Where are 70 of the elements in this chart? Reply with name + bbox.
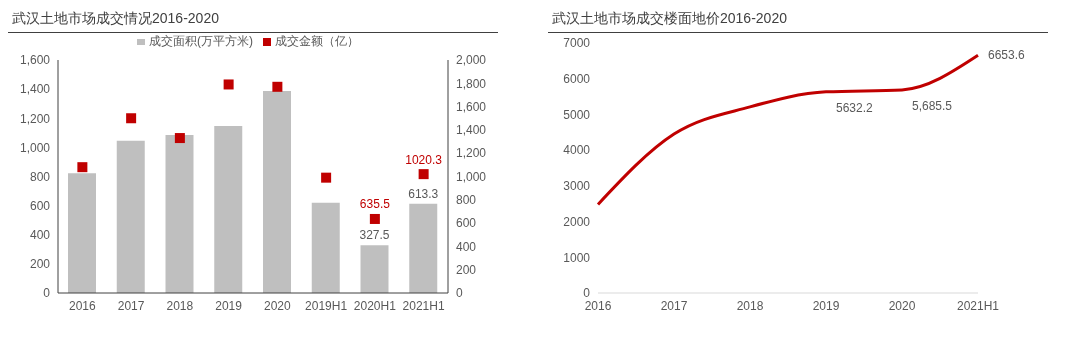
y-tick-label: 1,200 (19, 111, 51, 126)
point (369, 213, 380, 224)
y-tick-label: 5000 (563, 107, 591, 122)
x-tick-label: 2018 (166, 298, 194, 313)
y-tick-label: 1,600 (19, 53, 51, 68)
y-tick-label: 800 (29, 169, 51, 184)
bar (360, 245, 389, 293)
point (223, 79, 234, 90)
bar (263, 91, 291, 293)
y-tick-label: 600 (29, 198, 51, 213)
data-label: 1020.3 (405, 152, 443, 167)
y2-tick-label: 1,400 (456, 123, 487, 138)
y-tick-label: 1,400 (19, 82, 51, 97)
data-label: 635.5 (359, 197, 391, 212)
legend-label: 成交金额（亿） (275, 34, 359, 48)
x-tick-label: 2021H1 (402, 298, 445, 313)
point (418, 169, 429, 180)
x-tick-label: 2017 (117, 298, 145, 313)
data-label: 5632.2 (836, 100, 874, 115)
x-tick-label: 2016 (584, 298, 612, 313)
y2-tick-label: 0 (456, 286, 463, 301)
y-tick-label: 6000 (563, 71, 591, 86)
y-tick-label: 1,000 (19, 140, 51, 155)
point (126, 113, 137, 124)
x-tick-label: 2018 (736, 298, 764, 313)
bar (116, 140, 145, 293)
y2-tick-label: 1,800 (456, 76, 487, 91)
point (174, 133, 185, 144)
bar (311, 202, 340, 293)
point (321, 172, 332, 183)
y-tick-label: 2000 (563, 214, 591, 229)
data-label: 327.5 (359, 228, 390, 243)
data-label: 6653.6 (988, 48, 1026, 63)
legend-label: 成交面积(万平方米) (149, 34, 253, 48)
y-tick-label: 0 (583, 286, 591, 301)
bar (409, 203, 438, 293)
y2-tick-label: 200 (456, 262, 477, 277)
y2-tick-label: 800 (456, 193, 477, 208)
chart-title: 武汉土地市场成交楼面地价2016-2020 (548, 8, 1048, 33)
y2-tick-label: 1,200 (456, 146, 487, 161)
x-tick-label: 2019H1 (305, 298, 348, 313)
line-series (596, 53, 980, 206)
x-tick-label: 2019 (812, 298, 840, 313)
y2-tick-label: 1,000 (456, 169, 487, 184)
x-tick-label: 2020 (888, 298, 916, 313)
y2-tick-label: 600 (456, 216, 477, 231)
x-tick-label: 2019 (215, 298, 243, 313)
y-tick-label: 0 (43, 286, 51, 301)
chart-title: 武汉土地市场成交情况2016-2020 (8, 8, 498, 33)
x-tick-label: 2020H1 (353, 298, 397, 313)
y-tick-label: 4000 (563, 143, 591, 158)
data-label: 5,685.5 (912, 98, 953, 113)
point (77, 162, 88, 173)
y2-tick-label: 400 (456, 239, 477, 254)
y-tick-label: 400 (29, 228, 51, 243)
y-tick-label: 3000 (563, 179, 591, 194)
bar (68, 173, 96, 293)
bar (214, 126, 243, 293)
bar (165, 135, 194, 293)
y-tick-label: 1000 (563, 250, 591, 265)
x-tick-label: 2020 (264, 298, 292, 313)
y2-tick-label: 2,000 (456, 53, 487, 68)
x-tick-label: 2017 (660, 298, 688, 313)
y-tick-label: 200 (29, 257, 51, 272)
x-tick-label: 2021H1 (956, 298, 1000, 313)
x-tick-label: 2016 (69, 298, 97, 313)
y2-tick-label: 1,600 (456, 99, 487, 114)
y-tick-label: 7000 (563, 36, 591, 51)
data-label: 613.3 (408, 186, 439, 201)
point (272, 81, 283, 92)
